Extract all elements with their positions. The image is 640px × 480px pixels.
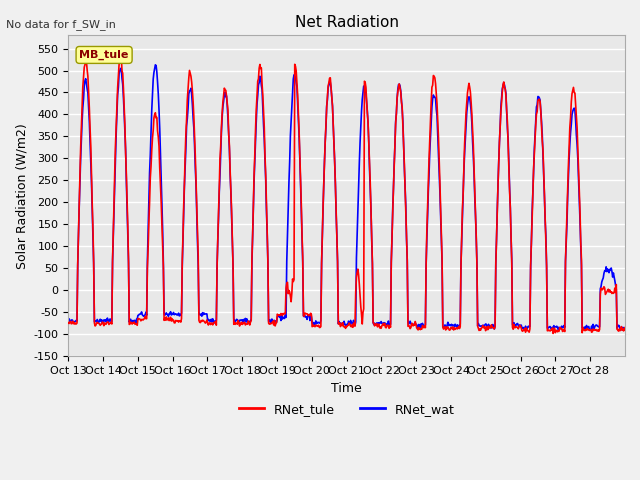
RNet_wat — [618, 327, 626, 333]
RNet_tule — [65, 320, 72, 325]
Line: RNet_wat: RNet_wat — [68, 65, 625, 330]
RNet_wat — [282, 312, 289, 318]
RNet_wat — [130, 319, 138, 325]
Y-axis label: Solar Radiation (W/m2): Solar Radiation (W/m2) — [15, 123, 28, 269]
X-axis label: Time: Time — [332, 382, 362, 395]
RNet_tule — [621, 325, 629, 331]
RNet_wat — [621, 327, 629, 333]
RNet_tule — [233, 321, 241, 326]
RNet_wat — [65, 319, 72, 325]
RNet_wat — [436, 190, 444, 195]
RNet_tule — [436, 180, 444, 186]
Text: MB_tule: MB_tule — [79, 50, 129, 60]
RNet_wat — [260, 136, 268, 142]
RNet_tule — [260, 124, 268, 130]
RNet_tule — [131, 319, 138, 325]
RNet_tule — [117, 53, 125, 59]
RNet_wat — [152, 62, 159, 68]
Legend: RNet_tule, RNet_wat: RNet_tule, RNet_wat — [234, 398, 460, 420]
Line: RNet_tule: RNet_tule — [68, 56, 625, 334]
RNet_wat — [233, 316, 241, 322]
Text: No data for f_SW_in: No data for f_SW_in — [6, 19, 116, 30]
Title: Net Radiation: Net Radiation — [294, 15, 399, 30]
RNet_tule — [549, 331, 557, 336]
RNet_wat — [405, 321, 413, 327]
RNet_tule — [282, 311, 289, 317]
RNet_tule — [405, 324, 413, 329]
